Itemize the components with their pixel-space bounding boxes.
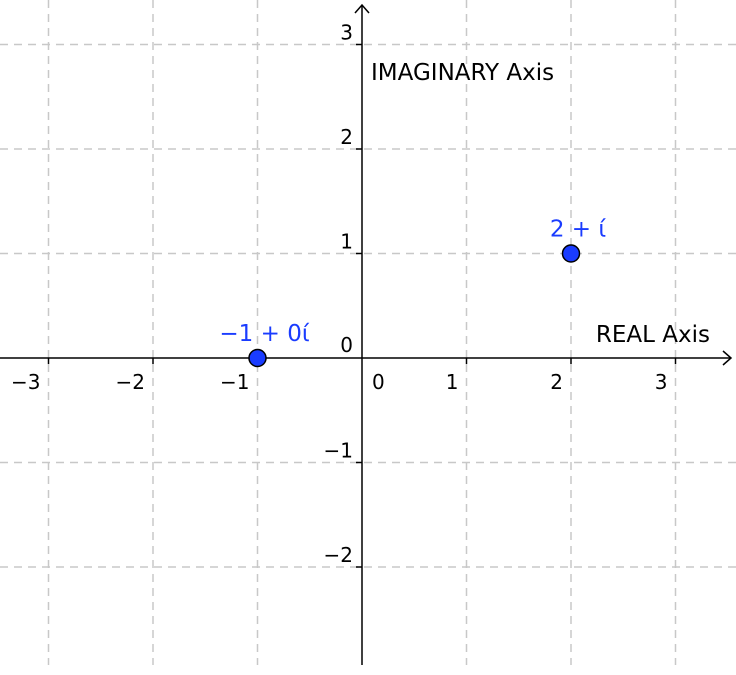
x-tick-label: −2 <box>116 370 145 394</box>
y-tick-label: 0 <box>340 333 353 357</box>
real-axis-title: REAL Axis <box>596 322 710 348</box>
complex-point-label: 2 + ί <box>550 217 607 243</box>
x-tick-label: 1 <box>446 370 459 394</box>
complex-point <box>248 348 267 368</box>
tick-labels: −3 −2 −1 0 1 2 3 −2 −1 0 1 2 3 <box>11 21 667 568</box>
y-tick-label: 1 <box>340 230 353 254</box>
y-tick-label: 2 <box>340 125 353 149</box>
imaginary-axis-title: IMAGINARY Axis <box>371 60 554 86</box>
tick-marks <box>47 43 677 568</box>
real-axis-arrow <box>722 350 733 366</box>
y-tick-label: −2 <box>324 543 353 567</box>
x-tick-label: 3 <box>655 370 668 394</box>
x-tick-label: −1 <box>220 370 249 394</box>
y-tick-label: 3 <box>340 21 353 45</box>
x-tick-label: 2 <box>550 370 563 394</box>
complex-point <box>561 244 581 263</box>
x-tick-label: −3 <box>11 370 40 394</box>
axes <box>0 3 733 665</box>
x-tick-label: 0 <box>372 370 385 394</box>
complex-point-label: −1 + 0ί <box>219 321 309 347</box>
imaginary-axis-arrow <box>354 3 370 14</box>
points: −1 + 0ί 2 + ί <box>219 217 607 368</box>
y-tick-label: −1 <box>324 439 353 463</box>
